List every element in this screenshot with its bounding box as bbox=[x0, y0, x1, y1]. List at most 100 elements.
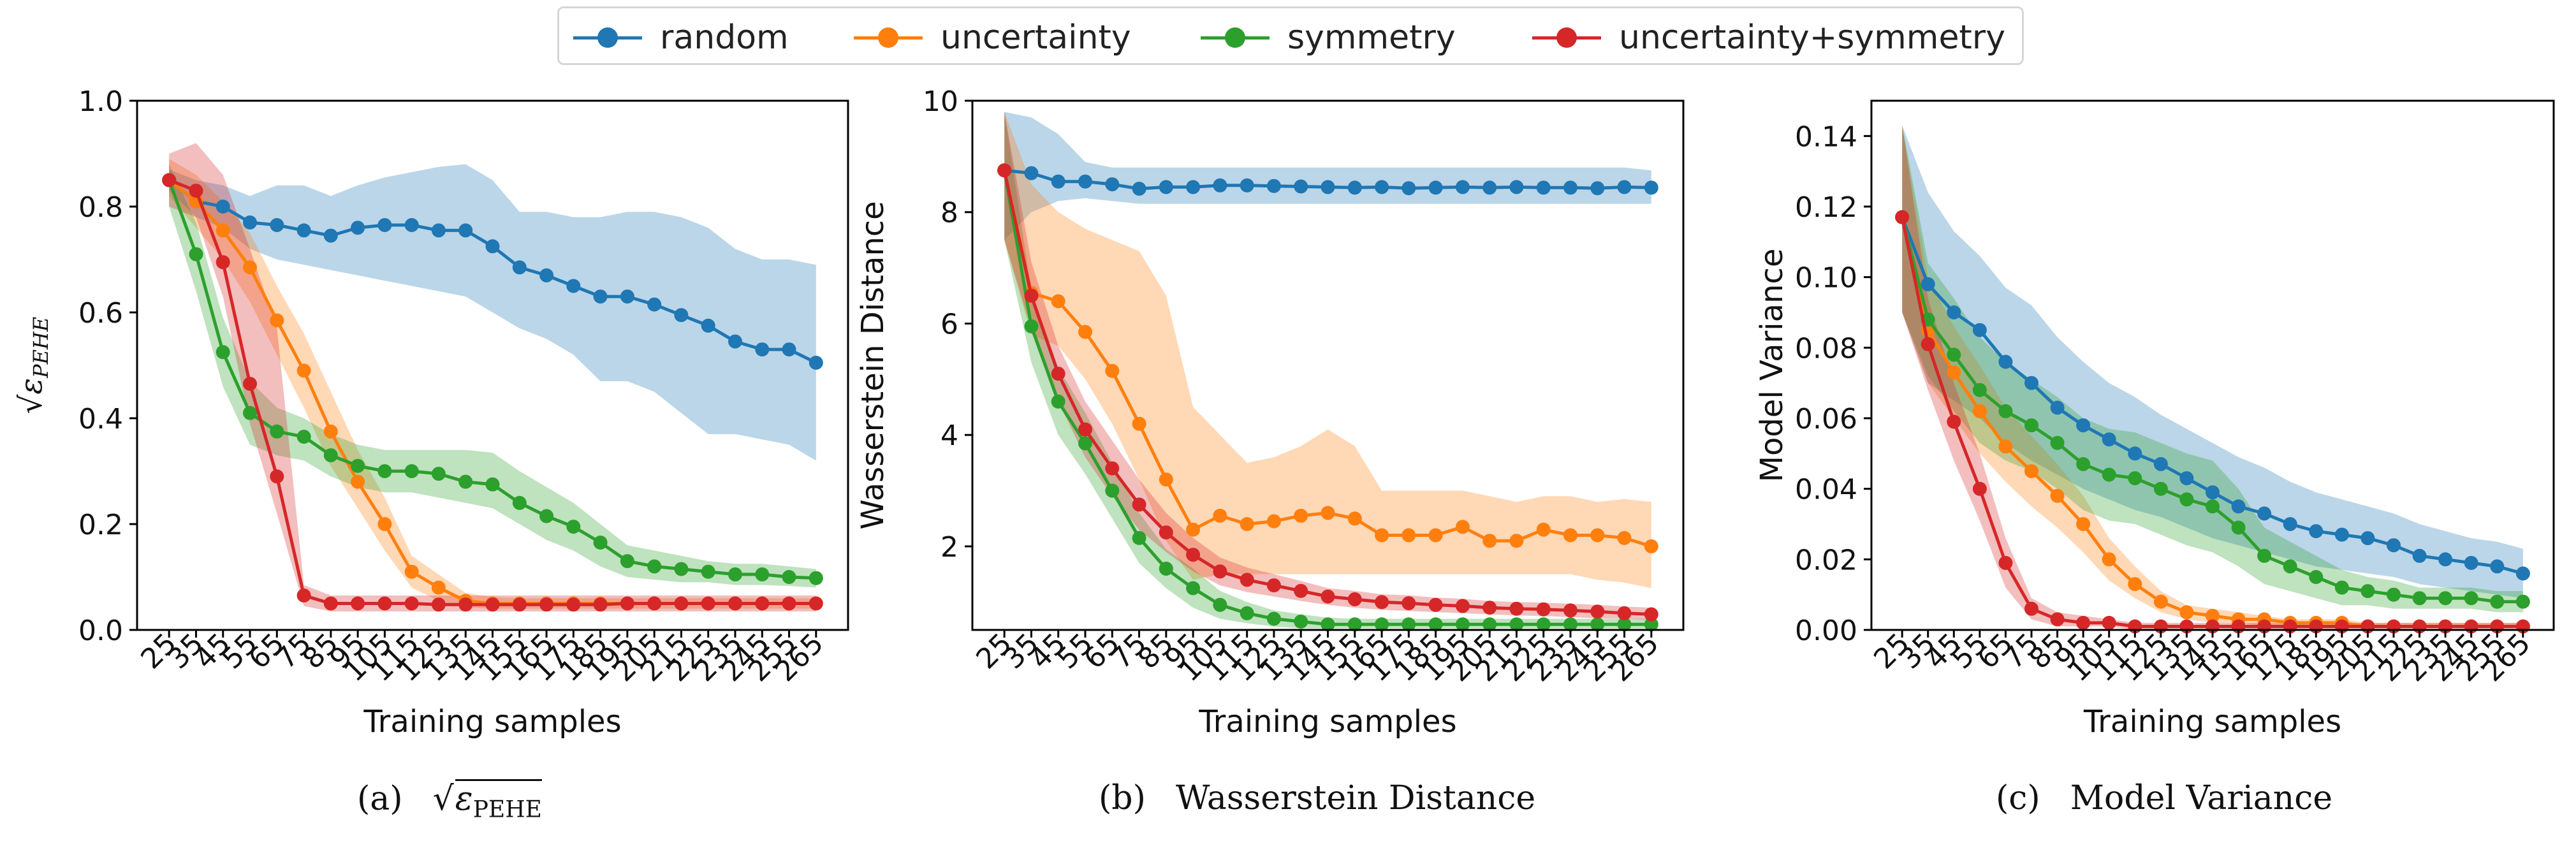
point-c-2-20 bbox=[2412, 591, 2427, 606]
point-c-0-18 bbox=[2360, 531, 2375, 546]
point-a-3-19 bbox=[674, 596, 689, 611]
point-b-0-23 bbox=[1617, 180, 1632, 194]
point-b-2-15 bbox=[1401, 617, 1416, 632]
ylabel-root-a: √ bbox=[13, 394, 49, 414]
legend-label-uncertainty: uncertainty bbox=[940, 18, 1131, 57]
point-a-2-11 bbox=[458, 474, 473, 489]
point-b-0-14 bbox=[1375, 180, 1389, 194]
point-a-3-20 bbox=[701, 596, 715, 611]
point-b-1-17 bbox=[1455, 520, 1470, 534]
point-a-0-4 bbox=[270, 218, 284, 232]
point-b-3-2 bbox=[1051, 367, 1065, 381]
point-c-2-24 bbox=[2515, 594, 2530, 609]
point-a-0-10 bbox=[431, 223, 446, 238]
legend-label-symmetry: symmetry bbox=[1287, 18, 1456, 57]
point-b-0-9 bbox=[1240, 178, 1254, 193]
point-c-2-8 bbox=[2102, 467, 2116, 482]
caption-c: (c) Model Variance bbox=[1996, 779, 2332, 817]
point-a-0-22 bbox=[755, 342, 770, 357]
point-b-1-10 bbox=[1266, 514, 1281, 529]
point-b-1-5 bbox=[1132, 416, 1146, 431]
point-a-1-2 bbox=[216, 223, 230, 238]
point-b-3-0 bbox=[997, 163, 1012, 178]
caption-a: (a) √εPEHE bbox=[357, 779, 542, 822]
point-c-2-12 bbox=[2206, 499, 2220, 514]
point-a-3-0 bbox=[162, 173, 177, 187]
point-b-0-21 bbox=[1563, 180, 1577, 195]
point-b-1-15 bbox=[1401, 528, 1416, 543]
point-a-2-14 bbox=[539, 509, 554, 523]
point-a-2-12 bbox=[485, 477, 500, 492]
point-a-2-6 bbox=[323, 448, 338, 463]
ytick-label-b-2: 6 bbox=[940, 308, 958, 340]
point-a-1-9 bbox=[404, 564, 419, 579]
point-a-2-3 bbox=[243, 405, 257, 420]
point-b-2-24 bbox=[1644, 617, 1658, 632]
point-a-3-12 bbox=[485, 597, 500, 612]
point-b-3-4 bbox=[1105, 461, 1120, 476]
xlabel-b: Training samples bbox=[1198, 704, 1456, 740]
point-b-0-6 bbox=[1159, 180, 1173, 194]
point-b-1-14 bbox=[1375, 528, 1389, 543]
point-b-0-2 bbox=[1051, 174, 1065, 189]
point-b-0-10 bbox=[1266, 179, 1281, 193]
point-b-1-16 bbox=[1428, 528, 1443, 543]
point-b-0-12 bbox=[1321, 180, 1335, 194]
ylabel-c: Model Variance bbox=[1754, 249, 1790, 483]
point-a-0-19 bbox=[674, 308, 689, 323]
point-b-1-4 bbox=[1105, 363, 1120, 378]
point-a-0-13 bbox=[512, 260, 527, 275]
point-a-0-7 bbox=[351, 221, 365, 235]
ytick-label-c-5: 0.10 bbox=[1795, 262, 1857, 295]
point-c-1-3 bbox=[1972, 404, 1987, 418]
point-b-1-13 bbox=[1347, 511, 1362, 526]
point-c-0-1 bbox=[1921, 277, 1935, 291]
point-b-3-10 bbox=[1266, 578, 1281, 593]
point-b-0-1 bbox=[1024, 166, 1039, 180]
point-c-0-19 bbox=[2387, 538, 2401, 553]
point-b-3-5 bbox=[1132, 497, 1146, 512]
point-c-2-14 bbox=[2257, 548, 2272, 563]
point-c-1-7 bbox=[2076, 517, 2091, 531]
ytick-label-a-5: 1.0 bbox=[78, 85, 123, 118]
point-a-3-7 bbox=[351, 596, 365, 611]
point-b-3-8 bbox=[1213, 564, 1227, 579]
point-b-2-13 bbox=[1347, 617, 1362, 632]
point-c-0-8 bbox=[2102, 432, 2116, 447]
point-a-2-5 bbox=[296, 430, 311, 444]
legend-swatch-uncertainty-symmetry bbox=[1532, 25, 1601, 50]
legend-label-random: random bbox=[660, 18, 789, 57]
point-a-3-15 bbox=[566, 597, 581, 612]
point-a-0-24 bbox=[809, 355, 823, 370]
point-a-2-23 bbox=[782, 570, 796, 584]
point-b-3-21 bbox=[1563, 603, 1577, 618]
point-c-2-17 bbox=[2334, 580, 2349, 595]
point-a-2-18 bbox=[647, 559, 662, 574]
point-b-2-10 bbox=[1266, 611, 1281, 626]
legend-label-uncertainty-symmetry: uncertainty+symmetry bbox=[1619, 18, 2005, 57]
point-a-3-8 bbox=[377, 596, 392, 611]
point-b-3-9 bbox=[1240, 573, 1254, 587]
point-c-3-7 bbox=[2076, 615, 2091, 630]
point-a-0-11 bbox=[458, 223, 473, 238]
point-a-2-7 bbox=[351, 458, 365, 473]
point-a-0-8 bbox=[377, 218, 392, 232]
ylabel-sub-a: PEHE bbox=[29, 317, 53, 379]
point-c-0-13 bbox=[2231, 499, 2246, 514]
point-a-2-4 bbox=[270, 424, 284, 439]
point-c-0-12 bbox=[2206, 485, 2220, 500]
point-c-0-7 bbox=[2076, 418, 2091, 433]
point-b-0-15 bbox=[1401, 181, 1416, 196]
point-b-0-24 bbox=[1644, 180, 1658, 195]
point-a-2-15 bbox=[566, 520, 581, 534]
point-b-3-17 bbox=[1455, 599, 1470, 613]
point-a-1-8 bbox=[377, 517, 392, 531]
point-b-0-22 bbox=[1590, 181, 1605, 196]
point-a-2-1 bbox=[189, 247, 203, 261]
legend-item-random: random bbox=[573, 8, 789, 67]
point-b-2-16 bbox=[1428, 617, 1443, 632]
point-a-1-6 bbox=[323, 424, 338, 439]
point-a-3-23 bbox=[782, 596, 796, 611]
point-b-0-17 bbox=[1455, 180, 1470, 194]
point-c-0-9 bbox=[2128, 446, 2142, 461]
